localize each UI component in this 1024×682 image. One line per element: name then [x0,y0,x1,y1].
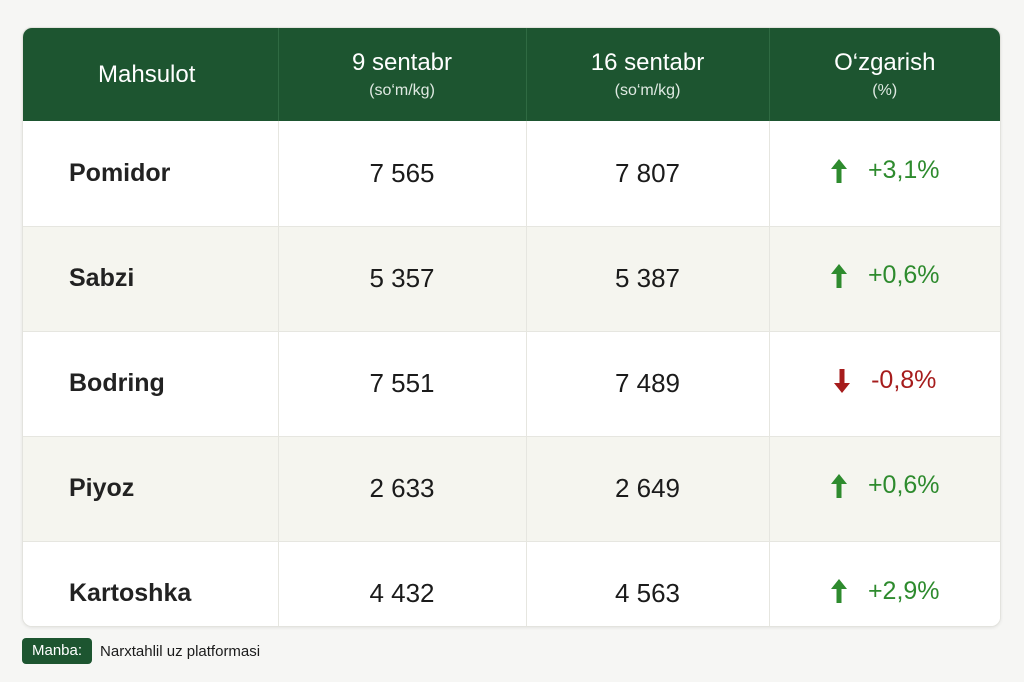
price-sep9: 4 432 [278,540,527,626]
price-change: +3,1% [769,121,1000,226]
table-row: Bodring 7 551 7 489 -0,8% [23,330,1000,436]
price-sep9: 5 357 [278,225,527,331]
price-change: +2,9% [769,540,1000,626]
product-name: Kartoshka [23,540,279,626]
product-name: Piyoz [23,435,279,541]
product-name: Sabzi [23,225,279,331]
table-row: Sabzi 5 357 5 387 +0,6% [23,225,1000,331]
header-sep9-label: 9 sentabr [351,48,453,76]
change-percent: +0,6% [867,261,940,290]
header-sep16: 16 sentabr (so‘m/kg) [526,28,770,121]
price-change: -0,8% [769,330,1000,436]
table-header-row: Mahsulot 9 sentabr (so‘m/kg) 16 sentabr … [23,28,1000,121]
price-sep16: 4 563 [526,540,770,626]
table-row: Kartoshka 4 432 4 563 +2,9% [23,540,1000,626]
arrow-up-icon [830,263,847,288]
price-change: +0,6% [769,435,1000,541]
price-sep16: 7 489 [526,330,770,436]
table-row: Pomidor 7 565 7 807 +3,1% [23,121,1000,226]
price-sep9: 7 565 [278,121,527,226]
product-name: Pomidor [23,121,279,226]
change-indicator: +0,6% [830,471,940,500]
change-percent: +0,6% [867,471,940,500]
arrow-up-icon [830,158,847,183]
product-name: Bodring [23,330,279,436]
price-sep9: 7 551 [278,330,527,436]
table-row: Piyoz 2 633 2 649 +0,6% [23,435,1000,541]
header-sep16-unit: (so‘m/kg) [614,81,681,99]
arrow-up-icon [830,579,847,603]
header-sep9: 9 sentabr (so‘m/kg) [278,28,527,121]
change-indicator: +2,9% [830,577,940,606]
price-sep9: 2 633 [278,435,527,541]
price-change: +0,6% [769,225,1000,331]
arrow-up-icon [830,473,847,498]
change-indicator: -0,8% [833,366,936,395]
change-indicator: +0,6% [830,261,940,290]
price-sep16: 7 807 [526,121,770,226]
header-change-label: O‘zgarish [834,48,936,76]
header-product-label: Mahsulot [98,60,196,88]
source-badge: Manba: [22,638,93,664]
arrow-down-icon [834,368,851,393]
change-percent: +2,9% [867,576,940,605]
price-sep16: 2 649 [526,435,770,541]
header-sep9-unit: (so‘m/kg) [369,81,435,99]
price-table-card: Mahsulot 9 sentabr (so‘m/kg) 16 sentabr … [22,27,1001,627]
source-note: Manba: Narxtahlil uz platformasi [22,637,260,665]
header-change-unit: (%) [872,81,898,99]
change-percent: +3,1% [867,156,940,184]
header-product: Mahsulot [23,28,279,121]
price-table: Mahsulot 9 sentabr (so‘m/kg) 16 sentabr … [23,28,1000,626]
price-sep16: 5 387 [526,225,770,331]
source-text: Narxtahlil uz platformasi [100,642,261,660]
change-indicator: +3,1% [830,156,940,185]
change-percent: -0,8% [871,366,937,395]
header-change: O‘zgarish (%) [769,28,1000,121]
header-sep16-label: 16 sentabr [590,48,705,76]
